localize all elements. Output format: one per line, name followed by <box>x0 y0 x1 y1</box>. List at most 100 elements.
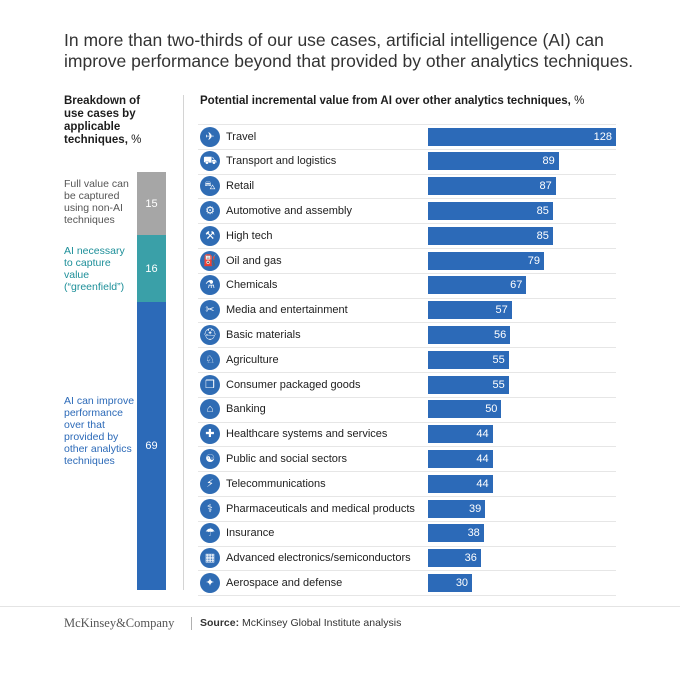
bar <box>428 425 493 444</box>
bar <box>428 449 493 468</box>
category-label: Oil and gas <box>226 254 282 267</box>
category-label: Banking <box>226 403 266 416</box>
footer-divider <box>0 606 680 607</box>
row-separator <box>198 446 616 448</box>
bank-icon: ⌂ <box>200 399 220 420</box>
right-heading-text: Potential incremental value from AI over… <box>200 95 571 107</box>
bar-value-label: 30 <box>455 576 469 589</box>
bar-value-label: 39 <box>469 502 482 515</box>
stack-segment-value: 16 <box>145 262 158 275</box>
category-label: Retail <box>226 180 255 193</box>
row-separator <box>198 173 616 175</box>
panel-divider <box>183 95 184 590</box>
category-label: Transport and logistics <box>226 155 337 168</box>
category-label: Aerospace and defense <box>226 576 343 589</box>
bar <box>428 350 509 369</box>
bar-value-label: 38 <box>467 527 480 540</box>
row-separator <box>198 520 616 522</box>
bar <box>428 400 502 419</box>
right-panel-heading: Potential incremental value from AI over… <box>200 95 584 107</box>
bar-value-label: 79 <box>527 254 541 267</box>
source-label: Source: <box>200 617 240 629</box>
row-separator <box>198 396 616 398</box>
satellite-icon: ✦ <box>200 572 220 593</box>
bar-value-label: 67 <box>510 279 523 292</box>
category-label: Advanced electronics/semiconductors <box>226 552 411 565</box>
category-label: Pharmaceuticals and medical products <box>226 502 415 515</box>
row-separator <box>198 124 616 125</box>
source-text: McKinsey Global Institute analysis <box>242 617 402 629</box>
bar <box>428 524 484 543</box>
bar-value-label: 89 <box>542 155 555 168</box>
category-label: Basic materials <box>226 328 301 341</box>
left-panel-heading: Breakdown of use cases by applicable tec… <box>64 95 160 147</box>
stack-segment-greenfield: 16 <box>137 235 166 302</box>
row-separator <box>198 297 616 299</box>
flask-icon: ⚗ <box>200 275 220 296</box>
umbrella-document-icon: ☂ <box>200 523 220 544</box>
bar-value-label: 56 <box>494 328 507 341</box>
cow-icon: ♘ <box>200 349 220 370</box>
stack-label-full-value: Full value can be captured using non-AI … <box>64 178 129 226</box>
stack-label-improve: AI can improve performance over that pro… <box>64 395 135 467</box>
row-separator <box>198 496 616 497</box>
row-separator <box>198 272 616 274</box>
category-label: Healthcare systems and services <box>226 428 388 441</box>
row-separator <box>198 471 616 473</box>
left-heading-text: Breakdown of use cases by applicable tec… <box>64 95 141 146</box>
row-separator <box>198 223 616 225</box>
medical-bag-icon: ✚ <box>200 424 220 445</box>
bar-value-label: 128 <box>593 130 612 143</box>
bar <box>428 375 509 394</box>
category-label: Automotive and assembly <box>226 204 352 217</box>
bar <box>428 177 556 196</box>
bar <box>428 276 527 295</box>
airplane-icon: ✈ <box>200 126 220 147</box>
bar-value-label: 44 <box>476 428 489 441</box>
category-label: High tech <box>226 229 273 242</box>
bar-value-label: 85 <box>536 229 549 242</box>
bar-value-label: 57 <box>495 304 508 317</box>
directors-chair-icon: ✂ <box>200 300 220 321</box>
source-note: Source: McKinsey Global Institute analys… <box>200 617 401 629</box>
pills-icon: ⚕ <box>200 498 220 519</box>
row-separator <box>198 421 616 423</box>
bar <box>428 549 481 568</box>
bar <box>428 127 616 146</box>
stack-segment-value: 69 <box>145 440 158 452</box>
row-separator <box>198 595 616 597</box>
category-label: Chemicals <box>226 279 278 292</box>
stack-segment-value: 15 <box>145 197 158 210</box>
truck-icon: ⛟ <box>200 151 220 172</box>
bar <box>428 301 512 320</box>
left-heading-unit: % <box>131 134 142 146</box>
row-separator <box>198 198 616 200</box>
antenna-icon: ⚡ <box>200 473 220 494</box>
bar-value-label: 55 <box>492 378 505 391</box>
category-label: Media and entertainment <box>226 304 348 317</box>
row-separator <box>198 545 616 547</box>
category-label: Public and social sectors <box>226 452 348 465</box>
car-chassis-icon: ⚙ <box>200 200 220 221</box>
bar-value-label: 55 <box>492 353 505 366</box>
bar <box>428 152 559 171</box>
bar <box>428 573 473 592</box>
bar <box>428 474 493 493</box>
category-label: Telecommunications <box>226 477 326 490</box>
category-label: Insurance <box>226 527 275 540</box>
bar-value-label: 87 <box>539 180 552 193</box>
oil-pump-icon: ⛽ <box>200 250 220 271</box>
row-separator <box>198 148 616 150</box>
package-icon: ❒ <box>200 374 220 395</box>
row-separator <box>198 322 616 324</box>
hard-hat-icon: ⛑ <box>200 324 220 345</box>
bar-value-label: 36 <box>464 552 477 565</box>
right-heading-unit: % <box>574 95 585 107</box>
bar <box>428 499 486 518</box>
microchip-icon: ▦ <box>200 548 220 569</box>
category-label: Travel <box>226 130 257 143</box>
bar-value-label: 85 <box>536 204 549 217</box>
stack-label-greenfield: AI necessary to capture value (“greenfie… <box>64 245 125 293</box>
category-label: Agriculture <box>226 353 279 366</box>
bar <box>428 251 545 270</box>
